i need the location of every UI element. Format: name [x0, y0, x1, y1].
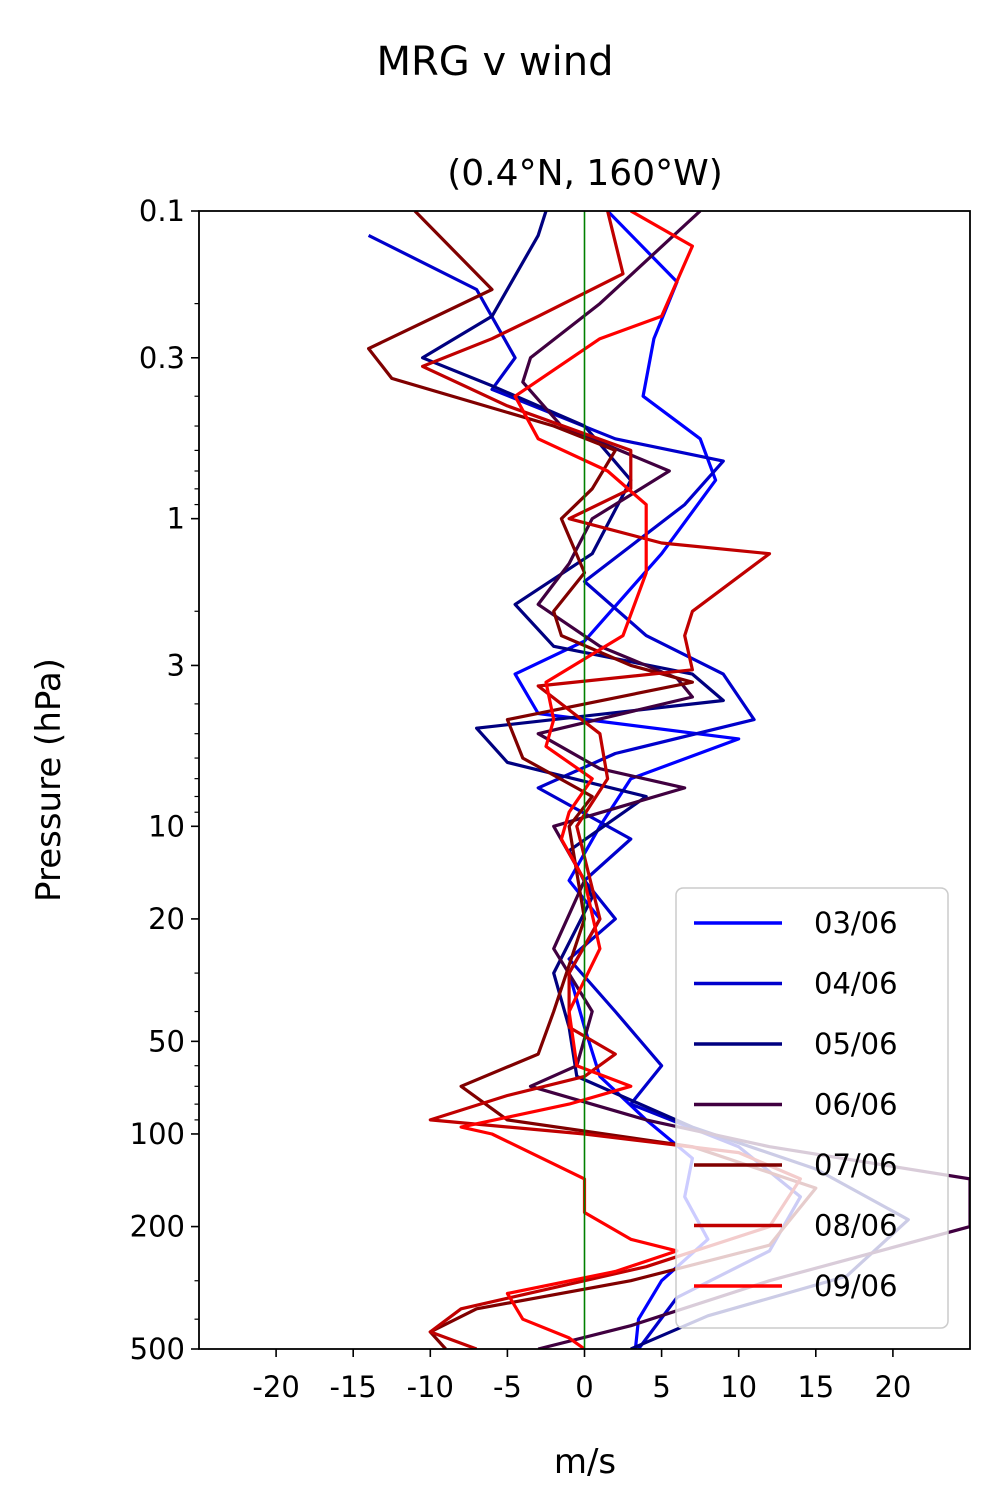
x-tick-label: -10: [407, 1370, 454, 1404]
legend-label: 05/06: [814, 1027, 898, 1061]
x-axis: -20 -15 -10 -5 0 5 10 15 20: [252, 1349, 911, 1404]
legend-box: [675, 887, 949, 1329]
y-axis-label: Pressure (hPa): [29, 658, 69, 902]
x-tick-label: -5: [493, 1370, 522, 1404]
x-tick-label: 5: [652, 1370, 670, 1404]
x-tick-label: 0: [575, 1370, 593, 1404]
chart-suptitle: MRG v wind: [377, 39, 614, 85]
legend-label: 09/06: [814, 1269, 898, 1303]
x-tick-label: 15: [797, 1370, 834, 1404]
legend-label: 04/06: [814, 967, 898, 1001]
x-tick-label: -15: [330, 1370, 377, 1404]
legend-label: 08/06: [814, 1209, 898, 1243]
y-axis: 0.1 0.3 1 3 10 20 50 100 200 500: [130, 194, 199, 1366]
y-tick-label: 0.1: [139, 194, 185, 228]
x-tick-label: 20: [874, 1370, 911, 1404]
y-tick-label: 10: [148, 809, 185, 843]
legend-label: 06/06: [814, 1088, 898, 1122]
y-tick-label: 1: [167, 502, 185, 536]
chart-title: (0.4°N, 160°W): [447, 153, 722, 194]
legend-label: 07/06: [814, 1148, 898, 1182]
series-layer: [367, 211, 970, 1349]
legend-label: 03/06: [814, 906, 898, 940]
y-tick-label: 3: [167, 648, 185, 682]
x-axis-label: m/s: [554, 1442, 616, 1482]
y-tick-label: 500: [130, 1332, 185, 1366]
y-tick-label: 20: [148, 902, 185, 936]
y-tick-label: 100: [130, 1117, 185, 1151]
y-tick-label: 0.3: [139, 341, 185, 375]
y-tick-label: 200: [130, 1210, 185, 1244]
legend: 03/06 04/06 05/06 06/06 07/06 08/06 09/06: [675, 887, 949, 1329]
x-tick-label: -20: [252, 1370, 299, 1404]
y-tick-label: 50: [148, 1024, 185, 1058]
x-tick-label: 10: [720, 1370, 757, 1404]
